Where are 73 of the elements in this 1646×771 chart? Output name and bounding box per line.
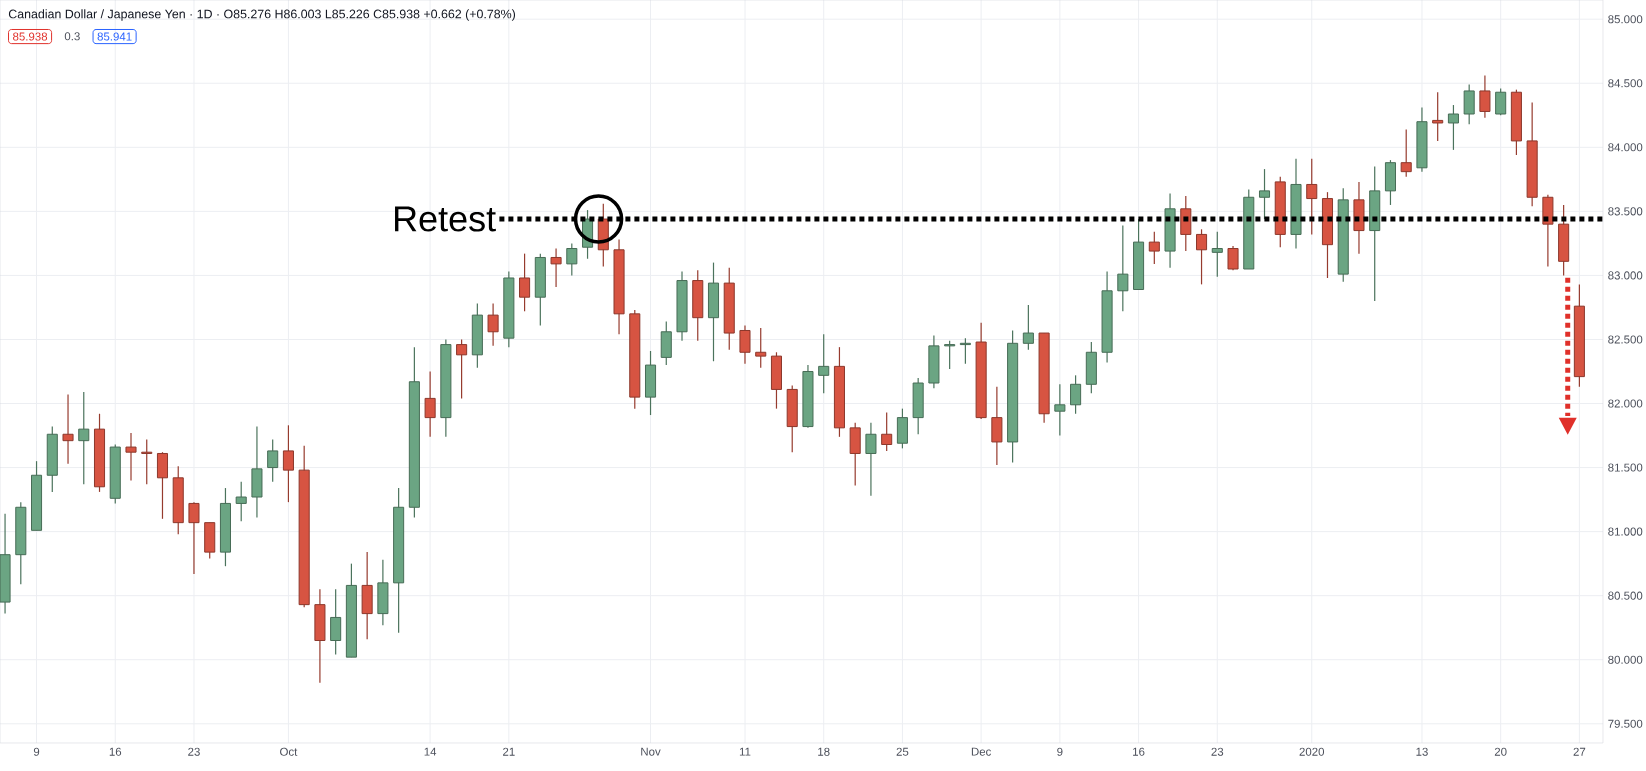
x-tick-label: 27 — [1573, 747, 1586, 756]
x-tick-label: 16 — [109, 747, 122, 756]
candlestick — [1306, 158, 1318, 236]
annotation: 85.941 — [97, 32, 132, 41]
x-tick-label: 23 — [1211, 747, 1224, 756]
y-tick-label: 85.000 — [1608, 15, 1643, 24]
candlestick — [125, 432, 137, 481]
candlestick — [519, 253, 531, 312]
candlestick — [1463, 83, 1475, 125]
y-tick-label: 80.500 — [1608, 591, 1643, 600]
y-tick-label: 84.000 — [1608, 143, 1643, 152]
x-tick-label: 14 — [424, 747, 437, 756]
candlestick — [739, 324, 751, 365]
x-tick-label: 9 — [1057, 747, 1063, 756]
candlestick — [1447, 104, 1459, 151]
x-tick-label: 13 — [1416, 747, 1428, 756]
candlestick — [188, 501, 200, 575]
candlestick — [881, 411, 893, 452]
candlestick — [62, 393, 74, 465]
candlestick — [1495, 87, 1507, 116]
y-tick-label: 81.500 — [1608, 463, 1643, 472]
x-tick-label: Nov — [641, 747, 661, 756]
y-tick-label: 83.500 — [1608, 207, 1643, 216]
annotation: 85.938 — [13, 32, 48, 41]
candlestick — [550, 247, 562, 288]
candlestick — [1054, 383, 1066, 437]
candlestick — [330, 588, 342, 656]
candlestick — [959, 337, 971, 365]
candlestick — [1211, 231, 1223, 278]
y-tick-label: 81.000 — [1608, 527, 1643, 536]
candlestick — [141, 438, 153, 485]
x-tick-label: 25 — [896, 747, 909, 756]
y-tick-label: 83.000 — [1608, 271, 1643, 280]
x-tick-label: 16 — [1133, 747, 1145, 756]
candlestick — [755, 327, 767, 369]
candlestick — [1117, 224, 1129, 312]
candlestick — [78, 391, 90, 485]
x-tick-label: Oct — [280, 747, 298, 756]
x-tick-label: Dec — [971, 747, 992, 756]
candlestick — [1258, 168, 1271, 220]
y-tick-label: 84.500 — [1608, 79, 1643, 88]
candlestick — [1196, 228, 1208, 285]
candlestick — [267, 438, 279, 483]
candlestick — [818, 333, 830, 394]
x-tick-label: 20 — [1494, 747, 1507, 756]
x-tick-label: 21 — [503, 747, 515, 756]
candlestick — [424, 370, 436, 438]
annotation: 0.3 — [64, 32, 80, 41]
x-tick-label: 2020 — [1299, 747, 1325, 756]
candlestick — [235, 481, 247, 522]
candlestick — [1022, 304, 1034, 351]
candlestick — [487, 303, 499, 347]
candlestick — [456, 338, 468, 399]
text: Canadian Dollar / Japanese Yen · 1D · O85.276 H86.003 L85.226 C85.938 +0.662 (+0.78%) — [8, 9, 516, 21]
x-tick-label: 18 — [818, 747, 830, 756]
x-tick-label: 23 — [188, 747, 200, 756]
candlestick — [865, 422, 877, 497]
candlestick — [566, 242, 578, 277]
candlestick — [1479, 74, 1491, 119]
y-tick-label: 79.500 — [1608, 719, 1643, 728]
x-tick-label: 9 — [33, 747, 40, 756]
candlestick — [1070, 374, 1082, 415]
candlestick — [1227, 245, 1239, 271]
candlestick — [282, 424, 294, 503]
ref-line-label: Retest — [395, 206, 496, 232]
candlestick — [1148, 231, 1160, 265]
y-tick-label: 82.000 — [1608, 399, 1643, 408]
candlestick — [1432, 91, 1444, 142]
candlestick — [1400, 128, 1412, 178]
candlestick — [944, 340, 956, 370]
y-tick-label: 80.000 — [1608, 655, 1643, 664]
y-tick-label: 82.500 — [1608, 335, 1643, 344]
x-tick-label: 11 — [739, 747, 751, 756]
